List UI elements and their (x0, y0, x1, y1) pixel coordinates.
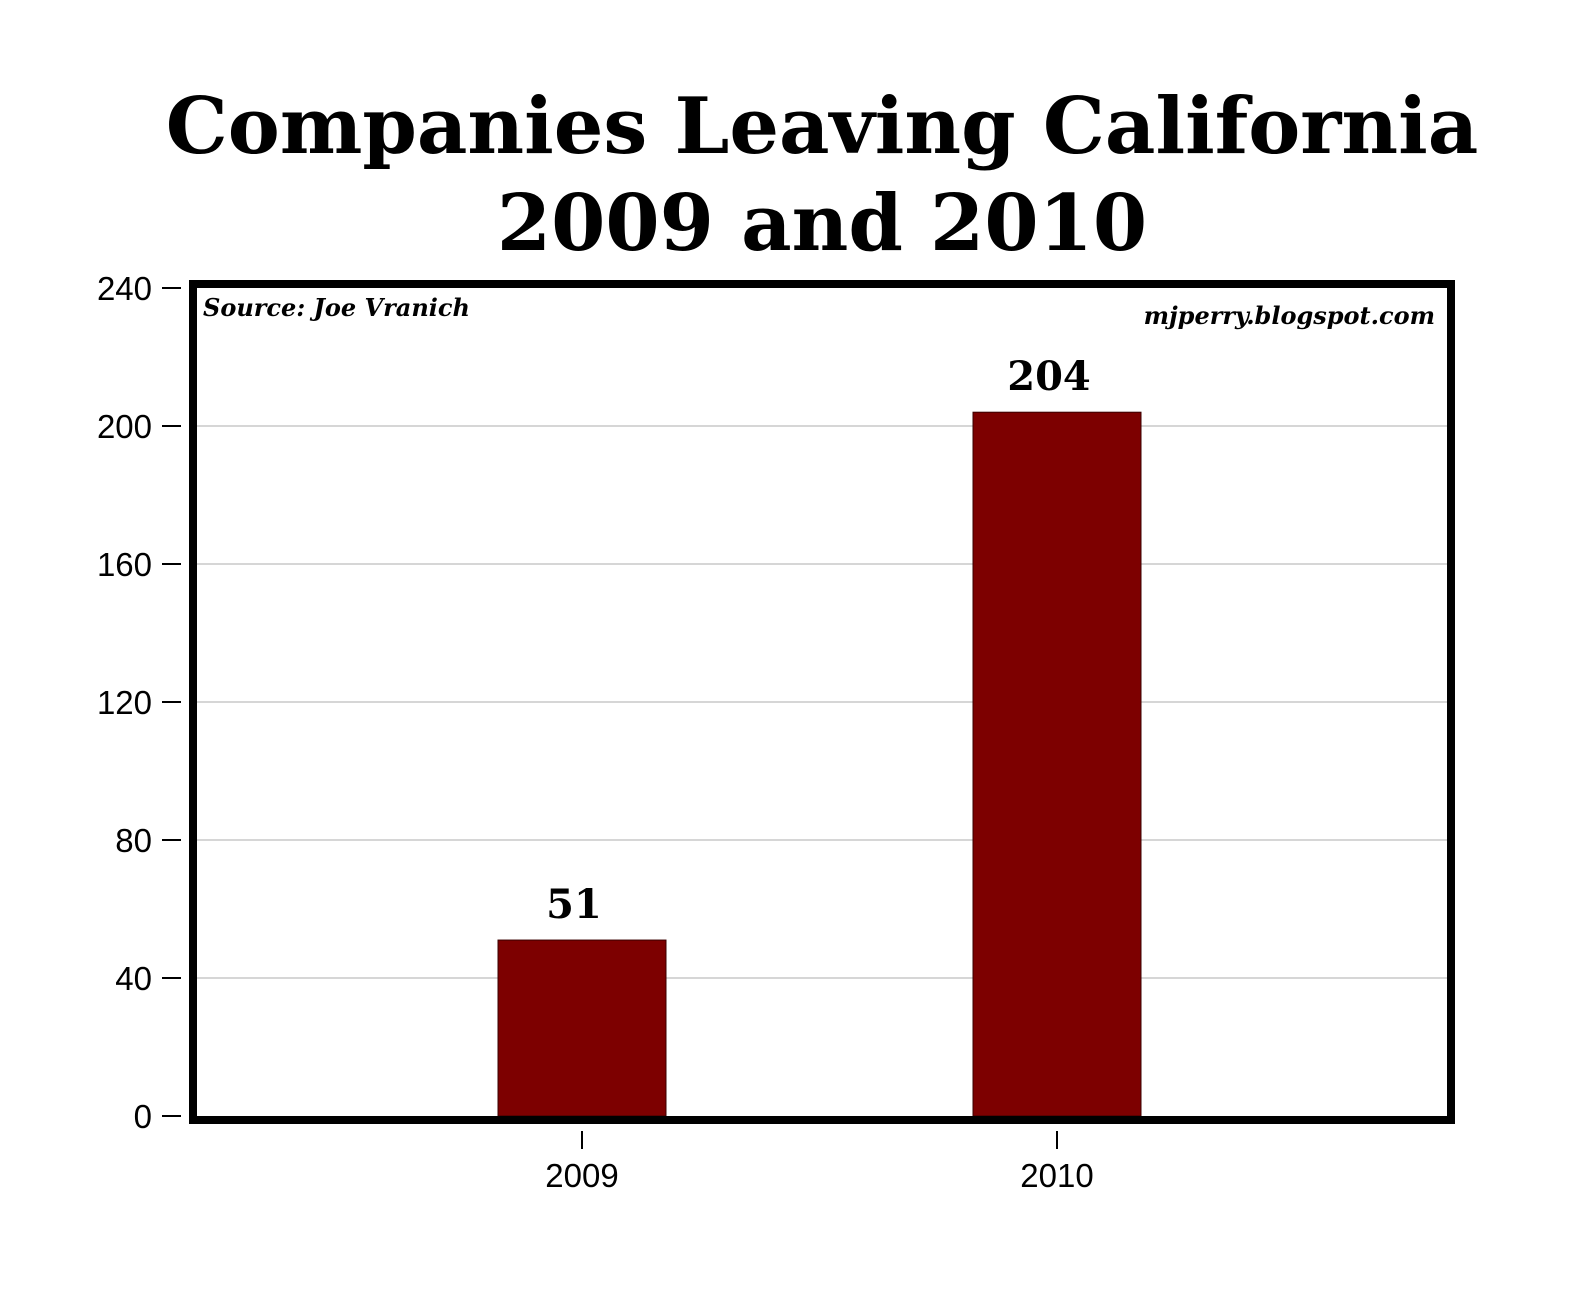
gridlines (197, 425, 1447, 979)
x-tick-label: 2010 (1020, 1157, 1093, 1194)
bar-2009 (497, 939, 667, 1117)
source-note: Source: Joe Vranich (203, 293, 470, 322)
x-tick-label: 2009 (545, 1157, 618, 1194)
plot-frame (189, 280, 1455, 1124)
credit-note: mjperry.blogspot.com (1144, 301, 1435, 330)
y-tick-label: 40 (115, 960, 152, 997)
y-tick-label: 80 (115, 822, 152, 859)
y-tick-label: 0 (134, 1098, 152, 1135)
y-tick-label: 160 (97, 546, 152, 583)
x-axis: 2009 2010 (545, 1131, 1094, 1194)
bars (497, 411, 1142, 1117)
chart-title-line-1: Companies Leaving California (166, 81, 1479, 172)
y-tick-label: 240 (97, 270, 152, 307)
chart-title-line-2: 2009 and 2010 (497, 178, 1147, 269)
bar-2010 (972, 411, 1142, 1117)
data-labels: 51 204 (546, 353, 1091, 928)
data-label-2009: 51 (546, 881, 602, 928)
y-tick-label: 120 (97, 684, 152, 721)
y-tick-label: 200 (97, 408, 152, 445)
data-label-2010: 204 (1007, 353, 1091, 400)
y-axis: 0 40 80 120 160 200 240 (97, 270, 181, 1135)
